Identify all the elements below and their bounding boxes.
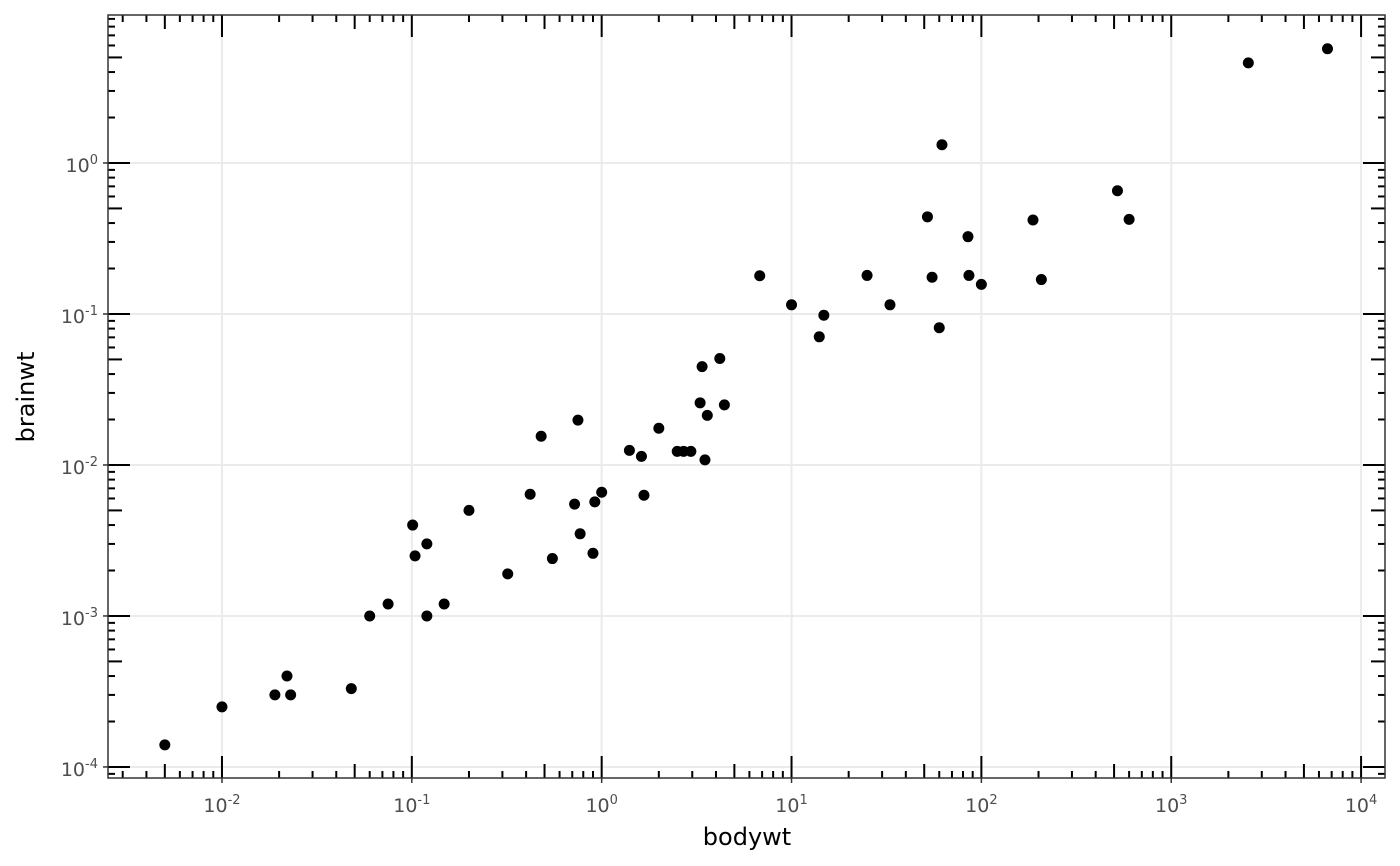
point (975, 278, 987, 290)
point (933, 322, 945, 334)
point (936, 139, 948, 151)
point (1123, 213, 1135, 225)
point (685, 445, 697, 457)
x-tick-label: 101 (775, 793, 807, 817)
x-tick-label: 104 (1345, 793, 1377, 817)
point (569, 498, 581, 510)
point (786, 299, 798, 311)
point (638, 489, 650, 501)
x-tick-label: 102 (965, 793, 997, 817)
y-tick-label: 10-2 (61, 455, 98, 479)
point (438, 598, 450, 610)
point (463, 504, 475, 516)
point (694, 397, 706, 409)
point (421, 610, 433, 622)
point (963, 269, 975, 281)
point (524, 488, 536, 500)
point (696, 361, 708, 373)
point (818, 309, 830, 321)
point (502, 568, 514, 580)
point (269, 689, 281, 701)
x-tick-label: 100 (585, 793, 617, 817)
point (159, 739, 171, 751)
point (1111, 185, 1123, 197)
point (574, 528, 586, 540)
y-tick-label: 10-4 (61, 757, 98, 781)
y-tick-label: 10-3 (61, 606, 98, 630)
point (1242, 57, 1254, 69)
point (623, 444, 635, 456)
point (546, 553, 558, 565)
point (926, 271, 938, 283)
point (345, 683, 357, 695)
point (1027, 214, 1039, 226)
point (421, 538, 433, 550)
panel-border (107, 14, 1386, 779)
x-tick-label: 103 (1155, 793, 1187, 817)
point (754, 270, 766, 282)
point (596, 486, 608, 498)
point (962, 231, 974, 243)
point (409, 550, 421, 562)
point (714, 353, 726, 365)
point (285, 689, 297, 701)
point (653, 422, 665, 434)
point (407, 519, 419, 531)
point (589, 496, 601, 508)
x-tick-label: 10-2 (203, 793, 240, 817)
point (1035, 274, 1047, 286)
point (921, 211, 933, 223)
point (587, 547, 599, 559)
point (884, 299, 896, 311)
point (364, 610, 376, 622)
point (699, 454, 711, 466)
y-axis-title: brainwt (12, 352, 40, 443)
point (635, 450, 647, 462)
point (861, 269, 873, 281)
point (813, 331, 825, 343)
x-tick-label: 10-1 (393, 793, 430, 817)
x-axis-title: bodywt (703, 823, 791, 851)
point (382, 598, 394, 610)
point (216, 701, 228, 713)
y-tick-label: 10-1 (61, 304, 98, 328)
point (718, 399, 730, 411)
point (701, 409, 713, 421)
y-tick-label: 100 (66, 153, 98, 177)
point (572, 414, 584, 426)
point (281, 670, 293, 682)
point (1321, 43, 1333, 55)
point (535, 430, 547, 442)
